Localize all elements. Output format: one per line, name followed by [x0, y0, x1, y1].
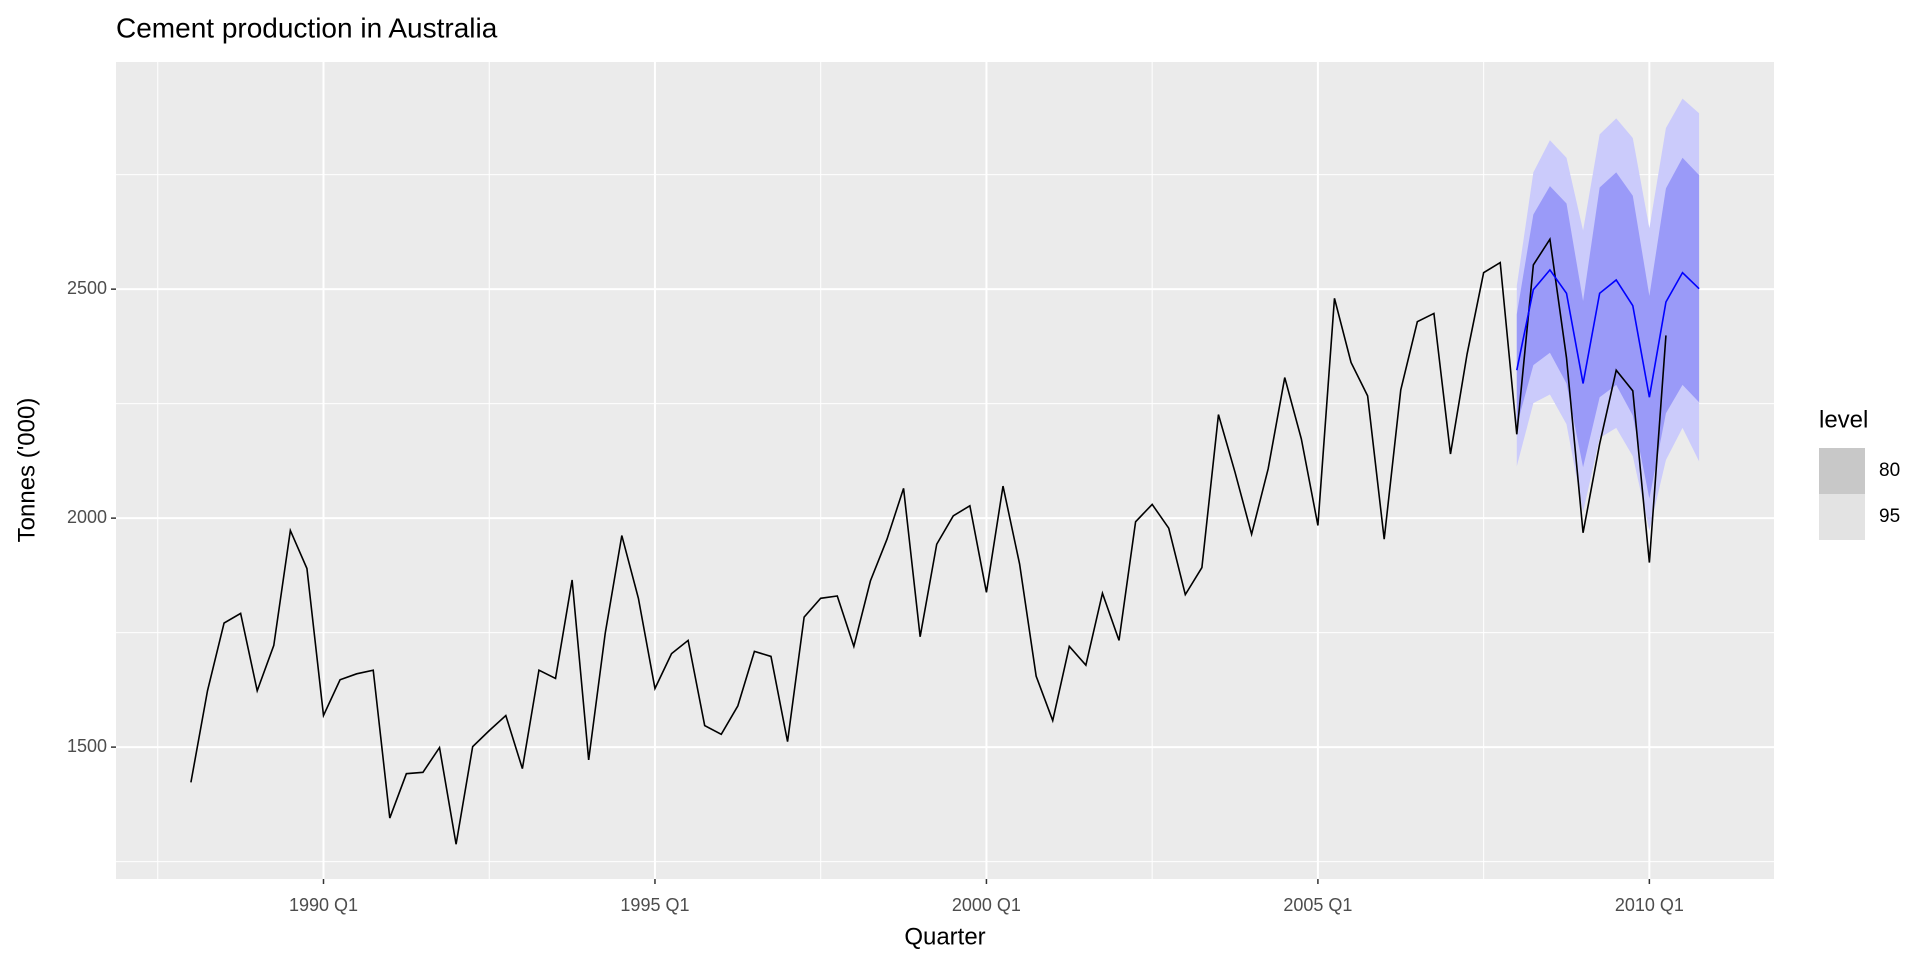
- x-tick-label: 2010 Q1: [1615, 895, 1684, 915]
- legend-key: [1819, 448, 1865, 494]
- y-tick-label: 2000: [67, 507, 107, 527]
- y-tick-label: 2500: [67, 278, 107, 298]
- legend-label: 95: [1879, 506, 1900, 527]
- legend-label: 80: [1879, 460, 1900, 481]
- y-tick-label: 1500: [67, 736, 107, 756]
- chart-title: Cement production in Australia: [116, 12, 498, 43]
- x-axis-title: Quarter: [904, 923, 985, 950]
- forecast-line: [1515, 268, 1700, 398]
- y-axis-title: Tonnes ('000): [13, 398, 40, 543]
- x-tick-label: 2005 Q1: [1283, 895, 1352, 915]
- data-line: [190, 236, 1667, 845]
- legend-title: level: [1819, 406, 1868, 433]
- legend-key: [1819, 494, 1865, 540]
- x-tick-label: 1995 Q1: [620, 895, 689, 915]
- panel: [116, 62, 1774, 879]
- x-tick-label: 1990 Q1: [289, 895, 358, 915]
- interval-band: [1516, 157, 1700, 499]
- x-tick-label: 2000 Q1: [952, 895, 1021, 915]
